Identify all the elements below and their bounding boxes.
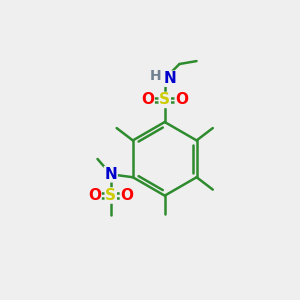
Text: O: O <box>175 92 188 107</box>
Text: S: S <box>105 188 116 203</box>
Text: N: N <box>104 167 117 182</box>
Text: H: H <box>149 69 161 83</box>
Text: S: S <box>159 92 170 107</box>
Text: O: O <box>121 188 134 203</box>
Text: O: O <box>141 92 154 107</box>
Text: O: O <box>88 188 101 203</box>
Text: N: N <box>164 71 176 86</box>
